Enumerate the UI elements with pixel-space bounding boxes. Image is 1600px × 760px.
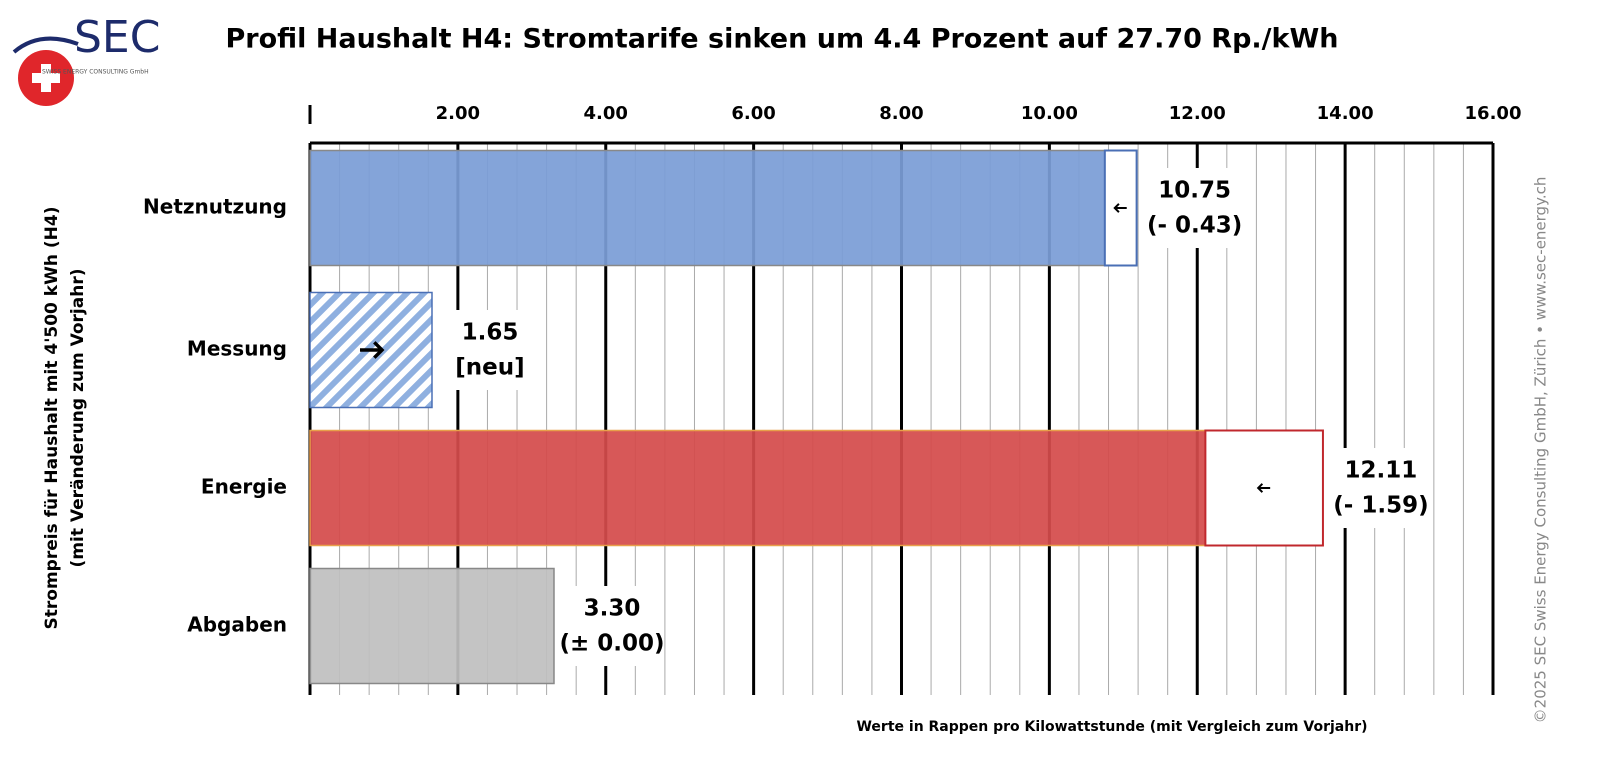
arrow-icon [1256, 483, 1271, 493]
logo-subtext: SWISS ENERGY CONSULTING GmbH [42, 69, 149, 76]
x-tick-label: 4.00 [584, 103, 628, 124]
arrow-head [1256, 483, 1264, 493]
label-background [441, 310, 538, 390]
x-tick-label: 14.00 [1317, 103, 1374, 124]
y-tick-label: Energie [201, 475, 287, 499]
value-label: 3.30 [584, 596, 641, 622]
x-tick-label: 16.00 [1465, 103, 1522, 124]
y-axis-label: Strompreis für Haushalt mit 4'500 kWh (H… [42, 207, 62, 630]
x-tick-label: 8.00 [879, 103, 923, 124]
y-tick-label: Netznutzung [143, 195, 287, 219]
y-tick-label: Messung [187, 337, 287, 361]
value-label: 12.11 [1345, 458, 1418, 484]
bar [309, 567, 555, 685]
arrow-icon [359, 341, 385, 359]
y-axis-label: (mit Veränderung zum Vorjahr) [68, 269, 88, 568]
change-label: (- 0.43) [1147, 213, 1242, 239]
y-tick-label: Abgaben [187, 613, 287, 637]
change-label: (- 1.59) [1333, 493, 1428, 519]
arrow-head [1113, 203, 1120, 213]
copyright: ©2025 SEC Swiss Energy Consulting GmbH, … [1532, 177, 1550, 724]
chart-title: Profil Haushalt H4: Stromtarife sinken u… [225, 24, 1338, 55]
logo: SEC SWISS ENERGY CONSULTING GmbH [12, 12, 160, 106]
change-label: [neu] [455, 355, 524, 381]
change-label: (± 0.00) [559, 631, 664, 657]
bar [309, 149, 1106, 267]
label-background [1146, 168, 1243, 248]
x-axis-label: Werte in Rappen pro Kilowattstunde (mit … [856, 719, 1367, 735]
x-tick-label: 12.00 [1169, 103, 1226, 124]
logo-text: SEC [74, 12, 160, 63]
bar [309, 429, 1207, 547]
value-label: 1.65 [462, 320, 519, 346]
x-tick-label: 6.00 [731, 103, 775, 124]
arrow-head [373, 341, 385, 359]
x-tick-label: 10.00 [1021, 103, 1078, 124]
x-tick-label: 2.00 [436, 103, 480, 124]
arrow-icon [1113, 203, 1127, 213]
label-background [563, 586, 660, 666]
label-background [1332, 448, 1429, 528]
value-label: 10.75 [1158, 178, 1231, 204]
